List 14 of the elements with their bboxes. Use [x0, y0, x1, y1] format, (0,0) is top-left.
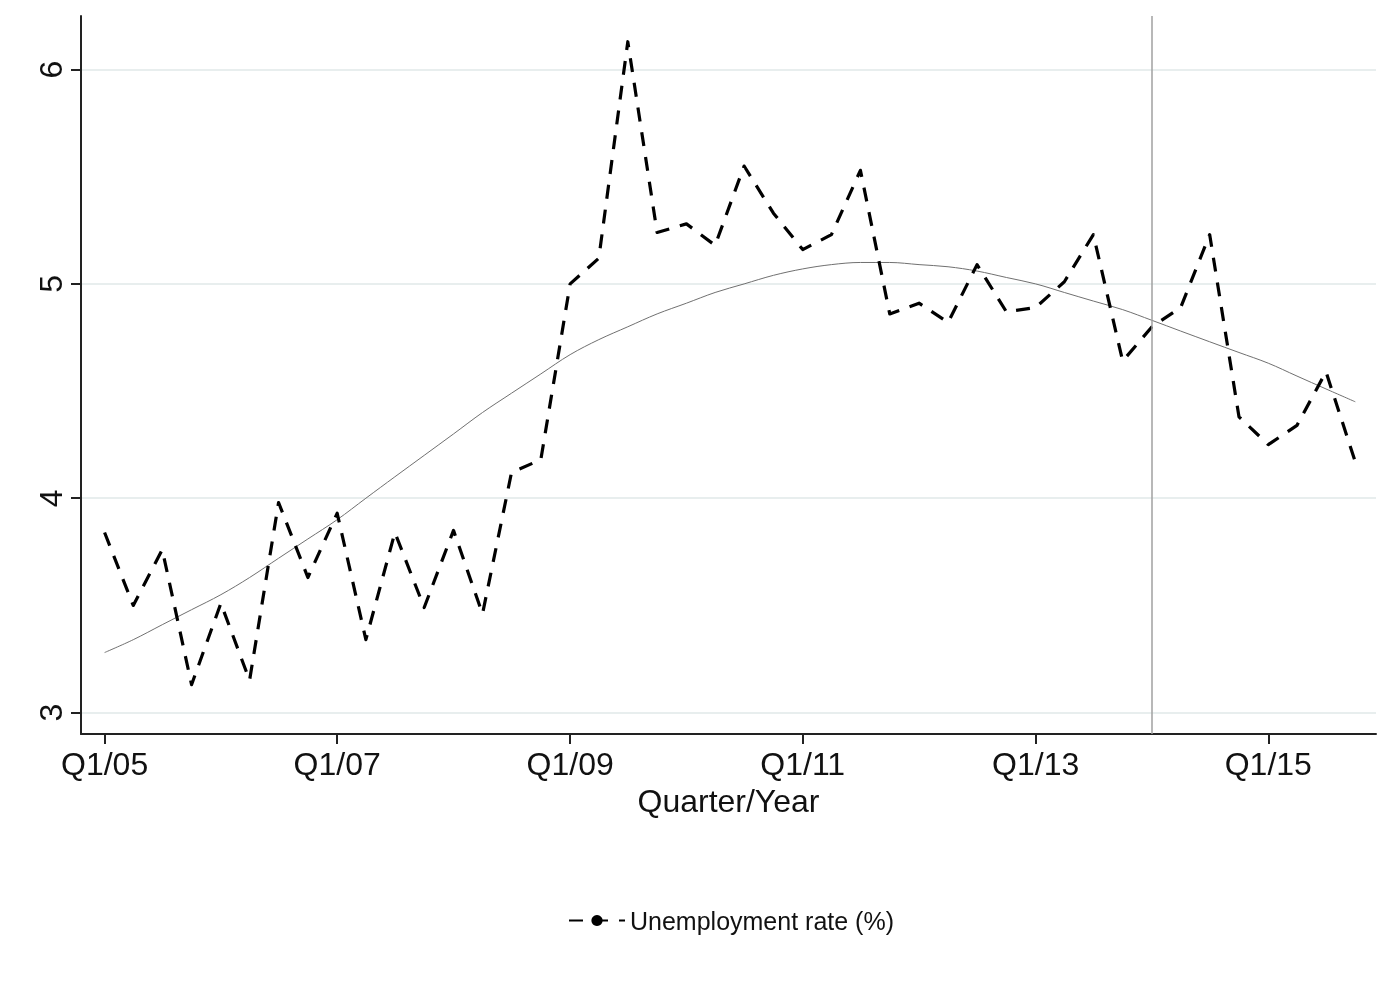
x-tick-label: Q1/15 — [1224, 746, 1312, 782]
legend-label: Unemployment rate (%) — [630, 906, 894, 935]
x-tick-label: Q1/07 — [293, 746, 381, 782]
y-tick-label: 3 — [33, 703, 69, 722]
x-tick-label: Q1/13 — [992, 746, 1080, 782]
y-tick-label: 6 — [33, 60, 69, 79]
x-axis-title: Quarter/Year — [637, 782, 820, 819]
y-tick-label: 4 — [33, 489, 69, 508]
x-tick-label: Q1/05 — [60, 746, 149, 782]
x-tick-label: Q1/11 — [760, 746, 846, 782]
line-series — [104, 261, 1356, 654]
line-series — [102, 40, 1357, 687]
y-tick-label: 5 — [33, 275, 69, 293]
x-tick-label: Q1/09 — [526, 746, 614, 782]
